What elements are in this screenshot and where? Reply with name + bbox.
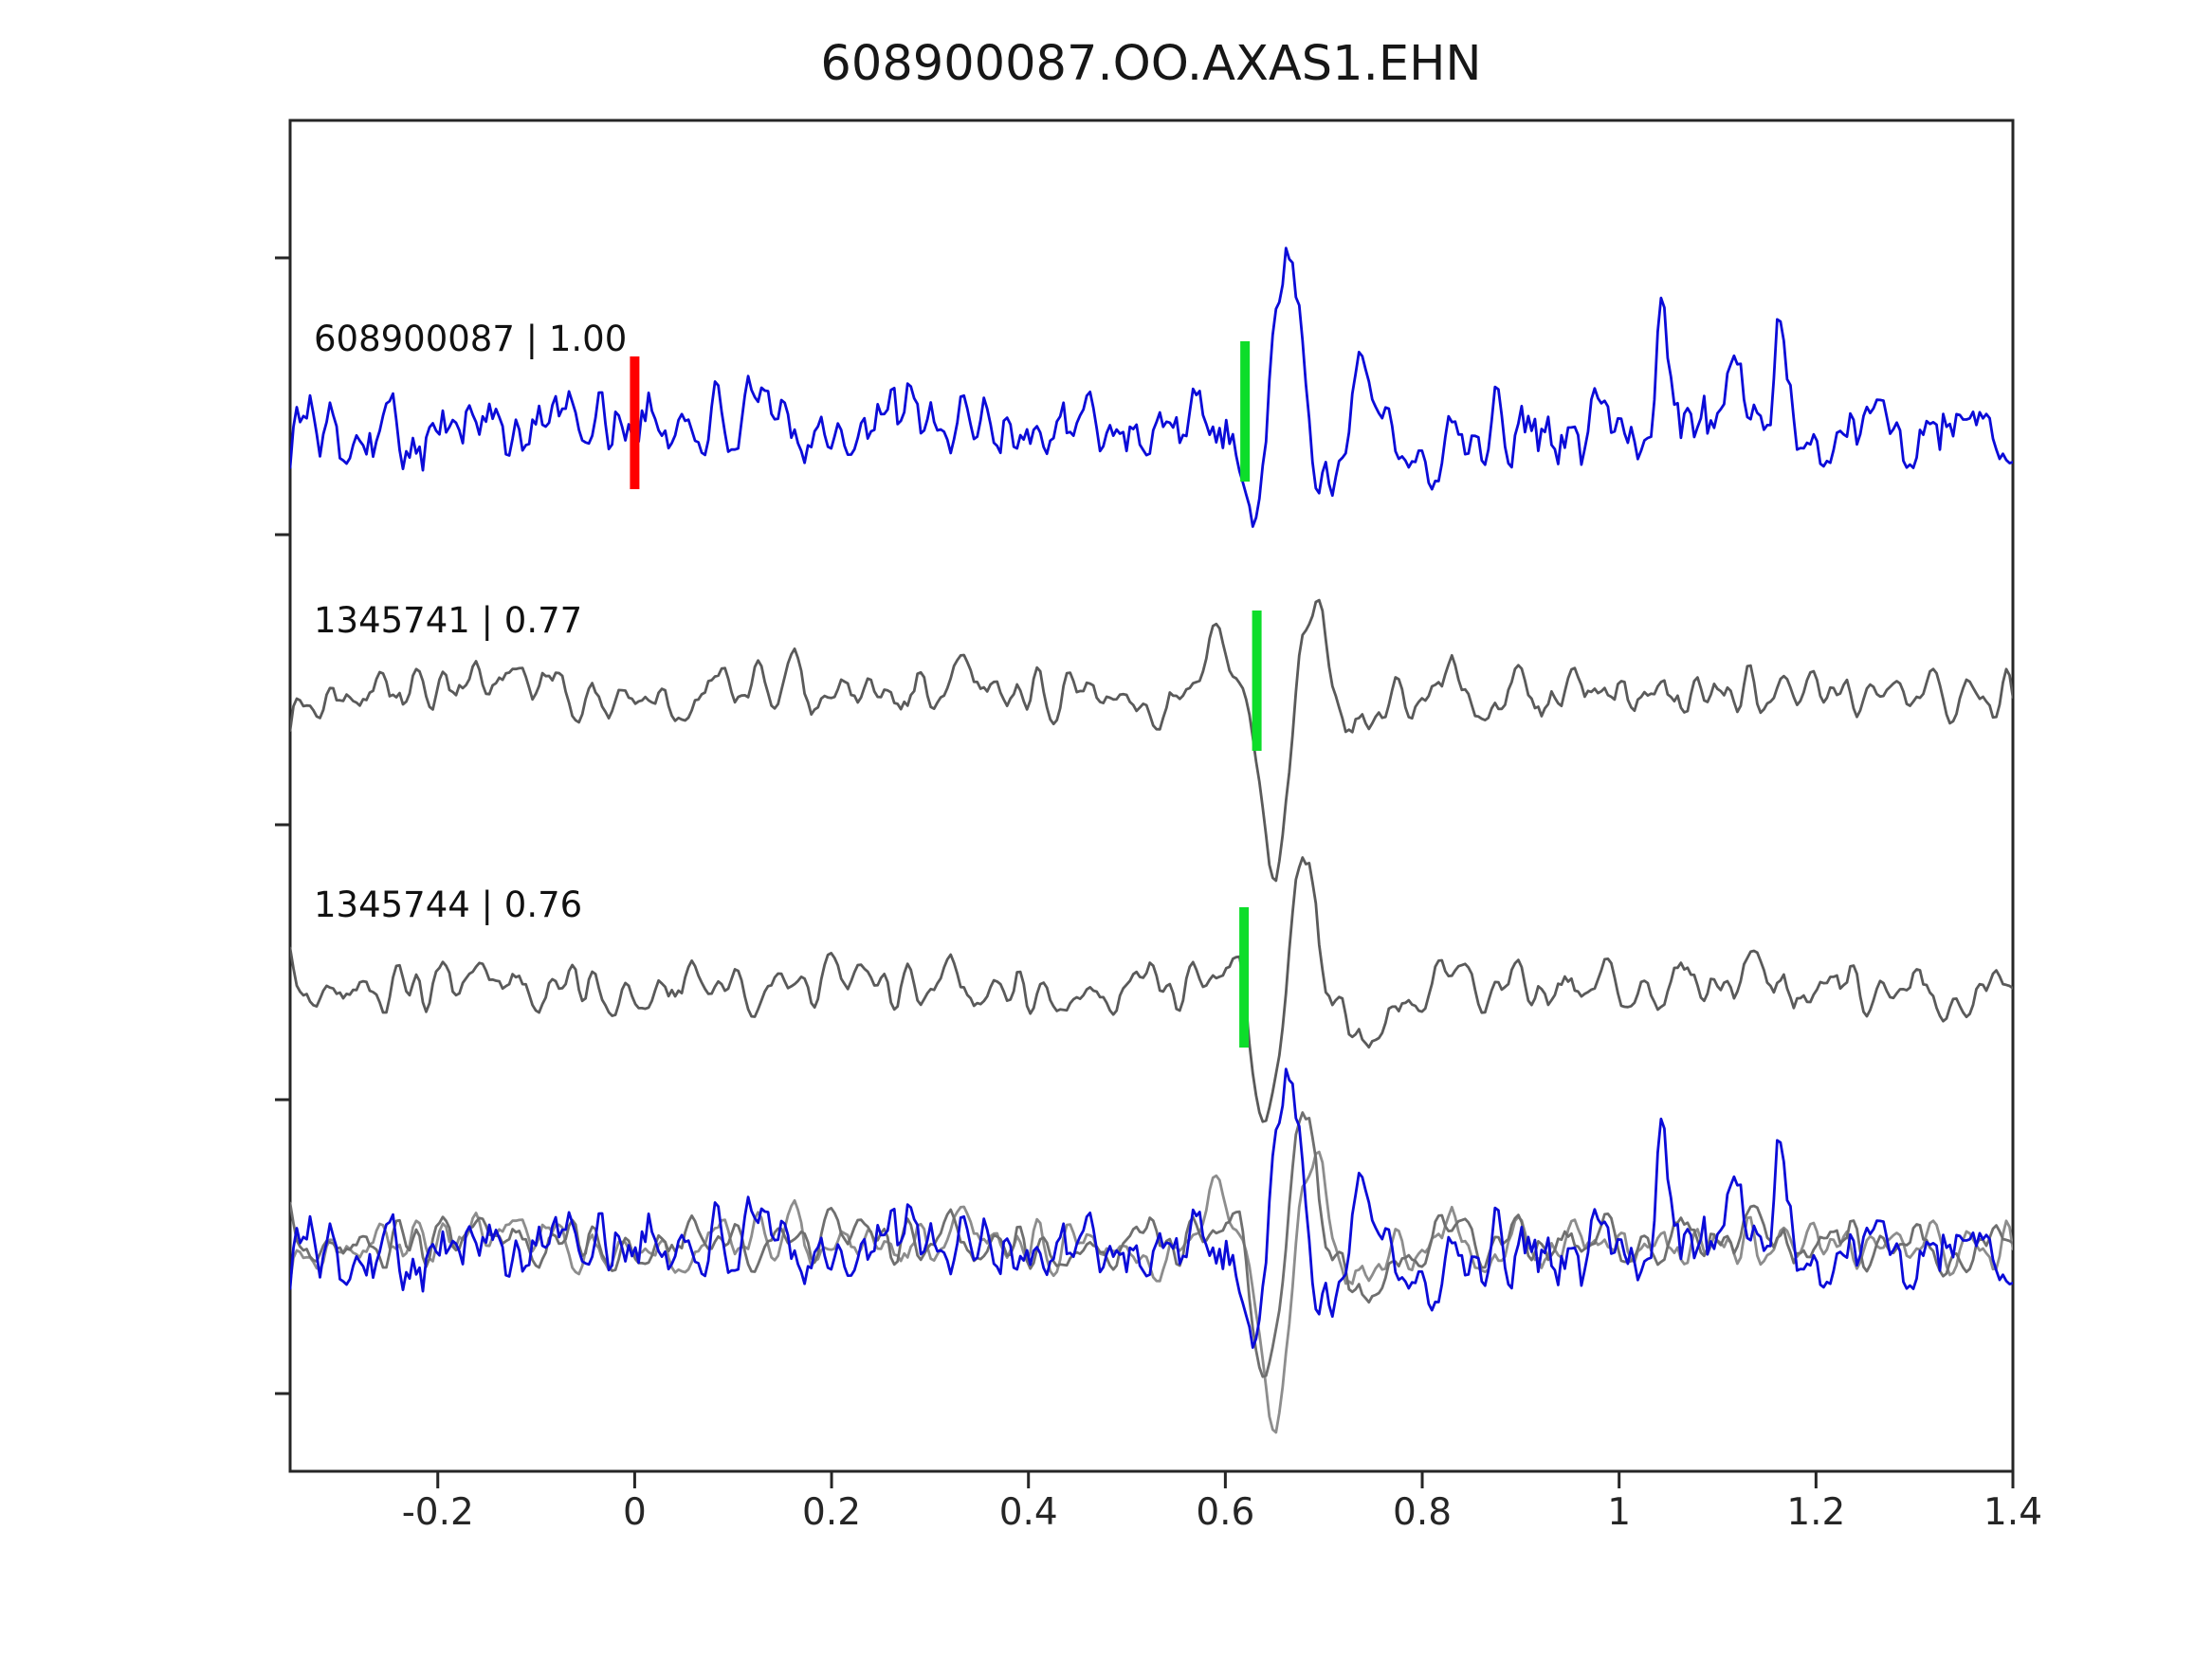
trace-waveform-detection-2 bbox=[290, 856, 2013, 1123]
trace-label-detection-1: 1345741 | 0.77 bbox=[314, 600, 582, 641]
waveform-traces bbox=[290, 246, 2013, 1434]
x-tick-label: 1.4 bbox=[1983, 1491, 2042, 1534]
x-tick-label: 0.8 bbox=[1393, 1491, 1452, 1534]
pick-markers bbox=[630, 341, 1262, 1048]
trace-label-detection-2: 1345744 | 0.76 bbox=[314, 884, 582, 925]
trace-waveform-template bbox=[290, 246, 2013, 528]
x-tick-label: 1.2 bbox=[1786, 1491, 1845, 1534]
overlay-waveform-det2 bbox=[290, 1111, 2013, 1378]
x-tick-label: -0.2 bbox=[402, 1491, 474, 1534]
axes bbox=[275, 118, 2015, 1488]
overlay-waveform-det1 bbox=[290, 1150, 2013, 1434]
figure-title: 608900087.OO.AXAS1.EHN bbox=[820, 36, 1481, 92]
pick-marker-det1 bbox=[1252, 611, 1262, 751]
x-tick-label: 0.4 bbox=[999, 1491, 1058, 1534]
trace-waveform-detection-1 bbox=[290, 598, 2013, 883]
plot-border bbox=[288, 118, 2015, 1473]
overlay-waveform-template bbox=[290, 1067, 2013, 1349]
origin-marker-template bbox=[630, 356, 640, 489]
x-tick-label: 0.2 bbox=[802, 1491, 861, 1534]
trace-labels: 608900087 | 1.00 1345741 | 0.77 1345744 … bbox=[314, 319, 627, 925]
pick-marker-det2 bbox=[1239, 907, 1250, 1048]
x-tick-label: 1 bbox=[1607, 1491, 1631, 1534]
pick-marker-template bbox=[1240, 341, 1251, 482]
x-tick-label: 0 bbox=[623, 1491, 647, 1534]
trace-label-template: 608900087 | 1.00 bbox=[314, 319, 627, 359]
x-tick-label: 0.6 bbox=[1196, 1491, 1254, 1534]
x-tick-labels: -0.2 0 0.2 0.4 0.6 0.8 1 1.2 1.4 bbox=[402, 1491, 2042, 1534]
